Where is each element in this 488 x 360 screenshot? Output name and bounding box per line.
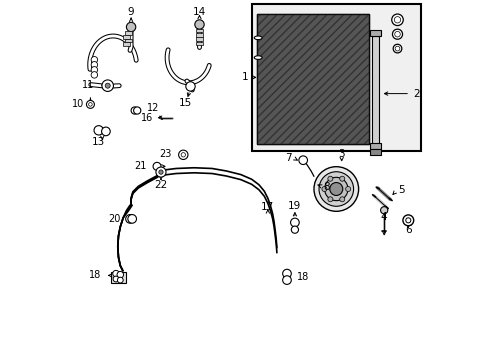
- Circle shape: [402, 215, 413, 226]
- Bar: [370, 149, 380, 155]
- Circle shape: [298, 156, 307, 165]
- Circle shape: [291, 226, 298, 233]
- Text: 10: 10: [72, 99, 84, 109]
- Circle shape: [113, 270, 119, 277]
- Text: 17: 17: [261, 202, 274, 212]
- Circle shape: [117, 277, 123, 283]
- Circle shape: [339, 197, 344, 202]
- Text: 19: 19: [288, 201, 301, 211]
- Circle shape: [394, 31, 400, 37]
- Bar: [257, 14, 368, 144]
- Circle shape: [153, 162, 161, 170]
- Text: 18: 18: [296, 272, 308, 282]
- Circle shape: [131, 107, 138, 114]
- Circle shape: [102, 80, 113, 91]
- Circle shape: [91, 57, 98, 63]
- Text: 8: 8: [323, 182, 330, 192]
- Bar: [111, 272, 125, 283]
- Circle shape: [159, 170, 163, 174]
- Text: 15: 15: [178, 98, 191, 108]
- Circle shape: [91, 67, 98, 73]
- Circle shape: [318, 172, 353, 206]
- Bar: [251, 4, 420, 151]
- Bar: [370, 143, 380, 149]
- Circle shape: [117, 271, 123, 278]
- Circle shape: [194, 20, 204, 29]
- Text: 4: 4: [380, 212, 386, 222]
- Circle shape: [321, 186, 326, 192]
- Text: 6: 6: [404, 225, 411, 235]
- Circle shape: [394, 46, 399, 51]
- Text: 21: 21: [134, 161, 146, 171]
- Bar: [257, 14, 368, 144]
- Circle shape: [327, 176, 332, 181]
- Bar: [196, 29, 203, 32]
- Text: 23: 23: [159, 149, 171, 159]
- Text: 14: 14: [192, 6, 206, 17]
- Bar: [122, 42, 130, 46]
- Circle shape: [181, 153, 185, 157]
- Bar: [125, 31, 132, 35]
- Circle shape: [86, 100, 94, 108]
- Text: 13: 13: [92, 137, 105, 147]
- Circle shape: [290, 218, 299, 227]
- Circle shape: [329, 183, 342, 195]
- Circle shape: [178, 150, 187, 159]
- Text: 7: 7: [284, 153, 291, 163]
- Text: 3: 3: [338, 149, 345, 159]
- Circle shape: [133, 107, 141, 114]
- Ellipse shape: [254, 56, 262, 59]
- Bar: [196, 33, 203, 37]
- Circle shape: [127, 215, 136, 223]
- Circle shape: [345, 186, 350, 192]
- Circle shape: [339, 176, 344, 181]
- Circle shape: [94, 126, 103, 135]
- Bar: [196, 42, 203, 45]
- Circle shape: [282, 269, 291, 278]
- Circle shape: [380, 207, 387, 214]
- Circle shape: [91, 62, 98, 68]
- Bar: [122, 35, 130, 39]
- Circle shape: [88, 103, 92, 106]
- Circle shape: [393, 17, 400, 23]
- Circle shape: [126, 22, 136, 32]
- Text: 1: 1: [241, 72, 247, 82]
- Circle shape: [392, 29, 402, 39]
- Ellipse shape: [254, 36, 262, 40]
- Circle shape: [125, 215, 134, 223]
- Circle shape: [156, 167, 166, 177]
- Circle shape: [313, 167, 358, 211]
- Text: 16: 16: [141, 113, 153, 123]
- Text: 11: 11: [82, 80, 94, 90]
- Circle shape: [91, 72, 98, 78]
- Circle shape: [113, 276, 119, 282]
- Text: 22: 22: [154, 180, 167, 190]
- Bar: [125, 39, 132, 42]
- Circle shape: [391, 14, 403, 26]
- Circle shape: [327, 197, 332, 202]
- Circle shape: [324, 177, 347, 201]
- Text: 18: 18: [89, 270, 102, 280]
- Circle shape: [282, 276, 291, 284]
- Circle shape: [392, 44, 401, 53]
- Bar: [370, 30, 380, 36]
- Circle shape: [105, 83, 110, 88]
- Text: 12: 12: [146, 103, 159, 113]
- Bar: [196, 37, 203, 41]
- Text: 20: 20: [108, 214, 120, 224]
- Text: 9: 9: [127, 7, 134, 17]
- Bar: [371, 36, 379, 144]
- Circle shape: [185, 82, 195, 91]
- Text: 5: 5: [398, 185, 405, 195]
- Text: 2: 2: [412, 89, 419, 99]
- Circle shape: [405, 218, 410, 223]
- Circle shape: [102, 127, 110, 136]
